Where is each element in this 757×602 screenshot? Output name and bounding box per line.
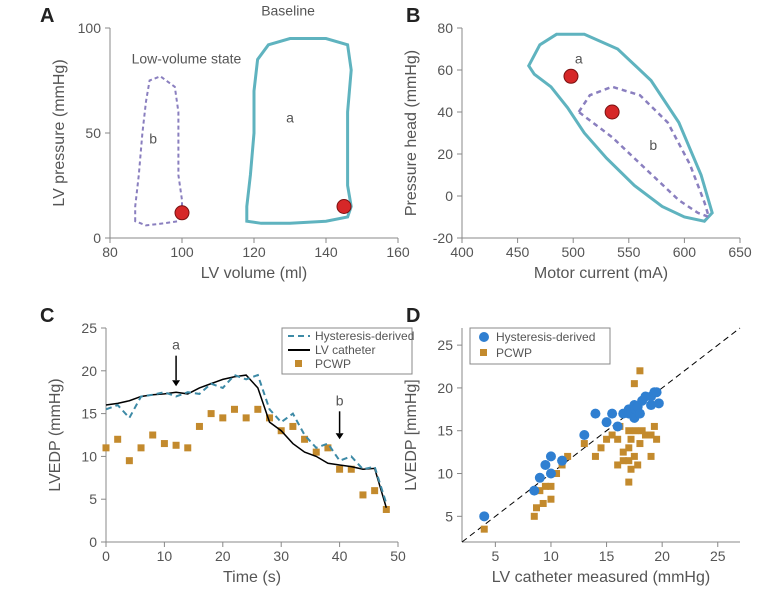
svg-text:PCWP: PCWP bbox=[315, 357, 351, 371]
svg-text:Baseline: Baseline bbox=[261, 2, 315, 18]
svg-text:140: 140 bbox=[314, 244, 338, 260]
svg-text:160: 160 bbox=[386, 244, 410, 260]
svg-text:80: 80 bbox=[437, 20, 453, 36]
svg-text:40: 40 bbox=[437, 104, 453, 120]
svg-text:C: C bbox=[40, 305, 54, 327]
svg-text:a: a bbox=[286, 110, 294, 126]
svg-text:0: 0 bbox=[102, 548, 110, 564]
svg-text:30: 30 bbox=[273, 548, 289, 564]
svg-text:60: 60 bbox=[437, 62, 453, 78]
svg-text:15: 15 bbox=[437, 423, 453, 439]
svg-text:a: a bbox=[172, 337, 180, 353]
svg-text:500: 500 bbox=[562, 244, 586, 260]
svg-text:50: 50 bbox=[85, 125, 101, 141]
svg-text:120: 120 bbox=[242, 244, 266, 260]
svg-text:15: 15 bbox=[81, 406, 97, 422]
svg-text:10: 10 bbox=[437, 466, 453, 482]
svg-text:5: 5 bbox=[89, 491, 97, 507]
svg-text:100: 100 bbox=[78, 20, 102, 36]
svg-text:a: a bbox=[575, 51, 583, 67]
svg-text:LV volume (ml): LV volume (ml) bbox=[201, 265, 307, 282]
svg-text:Hysteresis-derived: Hysteresis-derived bbox=[315, 329, 414, 343]
svg-text:400: 400 bbox=[450, 244, 474, 260]
svg-text:Time (s): Time (s) bbox=[223, 569, 281, 586]
svg-text:550: 550 bbox=[617, 244, 641, 260]
svg-text:25: 25 bbox=[81, 320, 97, 336]
svg-text:PCWP: PCWP bbox=[496, 346, 532, 360]
svg-text:40: 40 bbox=[332, 548, 348, 564]
svg-text:10: 10 bbox=[157, 548, 173, 564]
svg-text:0: 0 bbox=[445, 188, 453, 204]
svg-text:D: D bbox=[406, 305, 420, 327]
svg-text:50: 50 bbox=[390, 548, 406, 564]
svg-text:0: 0 bbox=[93, 230, 101, 246]
svg-text:20: 20 bbox=[215, 548, 231, 564]
svg-text:10: 10 bbox=[543, 548, 559, 564]
svg-text:Low-volume state: Low-volume state bbox=[132, 51, 242, 67]
svg-text:Pressure head (mmHg): Pressure head (mmHg) bbox=[403, 50, 420, 216]
svg-text:20: 20 bbox=[437, 146, 453, 162]
svg-text:450: 450 bbox=[506, 244, 530, 260]
svg-text:B: B bbox=[406, 5, 420, 27]
svg-text:100: 100 bbox=[170, 244, 194, 260]
svg-text:25: 25 bbox=[710, 548, 726, 564]
svg-text:5: 5 bbox=[445, 508, 453, 524]
svg-text:20: 20 bbox=[437, 380, 453, 396]
svg-text:80: 80 bbox=[102, 244, 118, 260]
svg-text:15: 15 bbox=[599, 548, 615, 564]
svg-text:600: 600 bbox=[673, 244, 697, 260]
svg-text:5: 5 bbox=[491, 548, 499, 564]
svg-text:A: A bbox=[40, 5, 54, 27]
svg-text:LV catheter measured (mmHg): LV catheter measured (mmHg) bbox=[492, 569, 710, 586]
svg-text:b: b bbox=[149, 131, 157, 147]
svg-text:650: 650 bbox=[728, 244, 752, 260]
svg-text:b: b bbox=[336, 392, 344, 408]
svg-text:b: b bbox=[649, 137, 657, 153]
svg-text:20: 20 bbox=[654, 548, 670, 564]
svg-text:LVEDP (mmHg): LVEDP (mmHg) bbox=[47, 378, 64, 491]
svg-text:LV pressure (mmHg): LV pressure (mmHg) bbox=[51, 59, 68, 206]
svg-text:LV catheter: LV catheter bbox=[315, 343, 375, 357]
svg-text:10: 10 bbox=[81, 448, 97, 464]
svg-text:25: 25 bbox=[437, 337, 453, 353]
svg-text:20: 20 bbox=[81, 363, 97, 379]
svg-text:LVEDP [mmHg]: LVEDP [mmHg] bbox=[403, 379, 420, 490]
svg-text:-20: -20 bbox=[433, 230, 453, 246]
svg-text:0: 0 bbox=[89, 534, 97, 550]
svg-text:Motor current (mA): Motor current (mA) bbox=[534, 265, 668, 282]
svg-text:Hysteresis-derived: Hysteresis-derived bbox=[496, 330, 595, 344]
